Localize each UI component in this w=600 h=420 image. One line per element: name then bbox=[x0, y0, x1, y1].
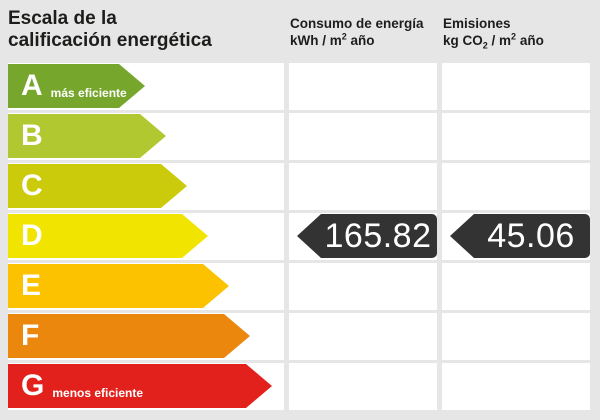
scale-row-e: E bbox=[8, 263, 590, 310]
page-title-line2: calificación energética bbox=[8, 30, 212, 51]
scale-cell-e: E bbox=[8, 263, 284, 310]
most-efficient-label: más eficiente bbox=[50, 85, 127, 100]
rating-letter-b: B bbox=[21, 119, 43, 152]
superscript-2: 2 bbox=[341, 31, 347, 42]
emisiones-cell-c bbox=[442, 163, 590, 210]
rating-arrow-g: G menos eficiente bbox=[8, 364, 272, 408]
emisiones-cell-d: 45.06 bbox=[442, 213, 590, 260]
emisiones-header-title: Emisiones bbox=[443, 16, 511, 31]
emisiones-value: 45.06 bbox=[487, 216, 575, 255]
emisiones-cell-f bbox=[442, 313, 590, 360]
scale-row-c: C bbox=[8, 163, 590, 210]
column-header-emisiones: Emisiones kg CO2 / m2 año bbox=[443, 15, 544, 51]
emisiones-header-unit: kg CO2 / m2 año bbox=[443, 31, 544, 51]
page-title: Escala de la calificación energética bbox=[8, 8, 212, 52]
emisiones-value-pointer: 45.06 bbox=[450, 214, 590, 258]
scale-cell-d: D bbox=[8, 213, 284, 260]
emisiones-cell-b bbox=[442, 113, 590, 160]
emisiones-cell-a bbox=[442, 63, 590, 110]
scale-cell-g: G menos eficiente bbox=[8, 363, 284, 410]
consumo-header-unit: kWh / m2 año bbox=[290, 31, 375, 48]
scale-cell-c: C bbox=[8, 163, 284, 210]
emisiones-cell-e bbox=[442, 263, 590, 310]
rating-arrow-d: D bbox=[8, 214, 208, 258]
scale-row-f: F bbox=[8, 313, 590, 360]
consumo-value: 165.82 bbox=[324, 216, 432, 255]
consumo-cell-b bbox=[289, 113, 437, 160]
subscript-2: 2 bbox=[482, 40, 488, 51]
emisiones-cell-g bbox=[442, 363, 590, 410]
superscript-2: 2 bbox=[511, 31, 517, 42]
scale-row-a: A más eficiente bbox=[8, 63, 590, 110]
least-efficient-label: menos eficiente bbox=[52, 385, 144, 400]
scale-row-d: D 165.82 45.06 bbox=[8, 213, 590, 260]
rating-arrow-c: C bbox=[8, 164, 187, 208]
consumo-cell-d: 165.82 bbox=[289, 213, 437, 260]
page-title-line1: Escala de la bbox=[8, 8, 117, 29]
rating-grid: A más eficiente B C D bbox=[8, 63, 590, 413]
consumo-cell-f bbox=[289, 313, 437, 360]
consumo-cell-e bbox=[289, 263, 437, 310]
consumo-cell-c bbox=[289, 163, 437, 210]
rating-letter-e: E bbox=[21, 269, 42, 302]
rating-arrow-a: A más eficiente bbox=[8, 64, 145, 108]
rating-letter-d: D bbox=[21, 219, 43, 252]
scale-row-b: B bbox=[8, 113, 590, 160]
consumo-cell-a bbox=[289, 63, 437, 110]
rating-arrow-b: B bbox=[8, 114, 166, 158]
scale-cell-b: B bbox=[8, 113, 284, 160]
scale-cell-a: A más eficiente bbox=[8, 63, 284, 110]
consumo-cell-g bbox=[289, 363, 437, 410]
column-header-consumo: Consumo de energía kWh / m2 año bbox=[290, 15, 424, 49]
rating-letter-f: F bbox=[21, 319, 40, 352]
scale-row-g: G menos eficiente bbox=[8, 363, 590, 410]
rating-arrow-f: F bbox=[8, 314, 250, 358]
rating-letter-g: G bbox=[21, 369, 45, 402]
consumo-value-pointer: 165.82 bbox=[297, 214, 437, 258]
scale-cell-f: F bbox=[8, 313, 284, 360]
rating-arrow-e: E bbox=[8, 264, 229, 308]
rating-letter-c: C bbox=[21, 169, 43, 202]
consumo-header-title: Consumo de energía bbox=[290, 16, 424, 31]
rating-letter-a: A bbox=[21, 69, 43, 102]
